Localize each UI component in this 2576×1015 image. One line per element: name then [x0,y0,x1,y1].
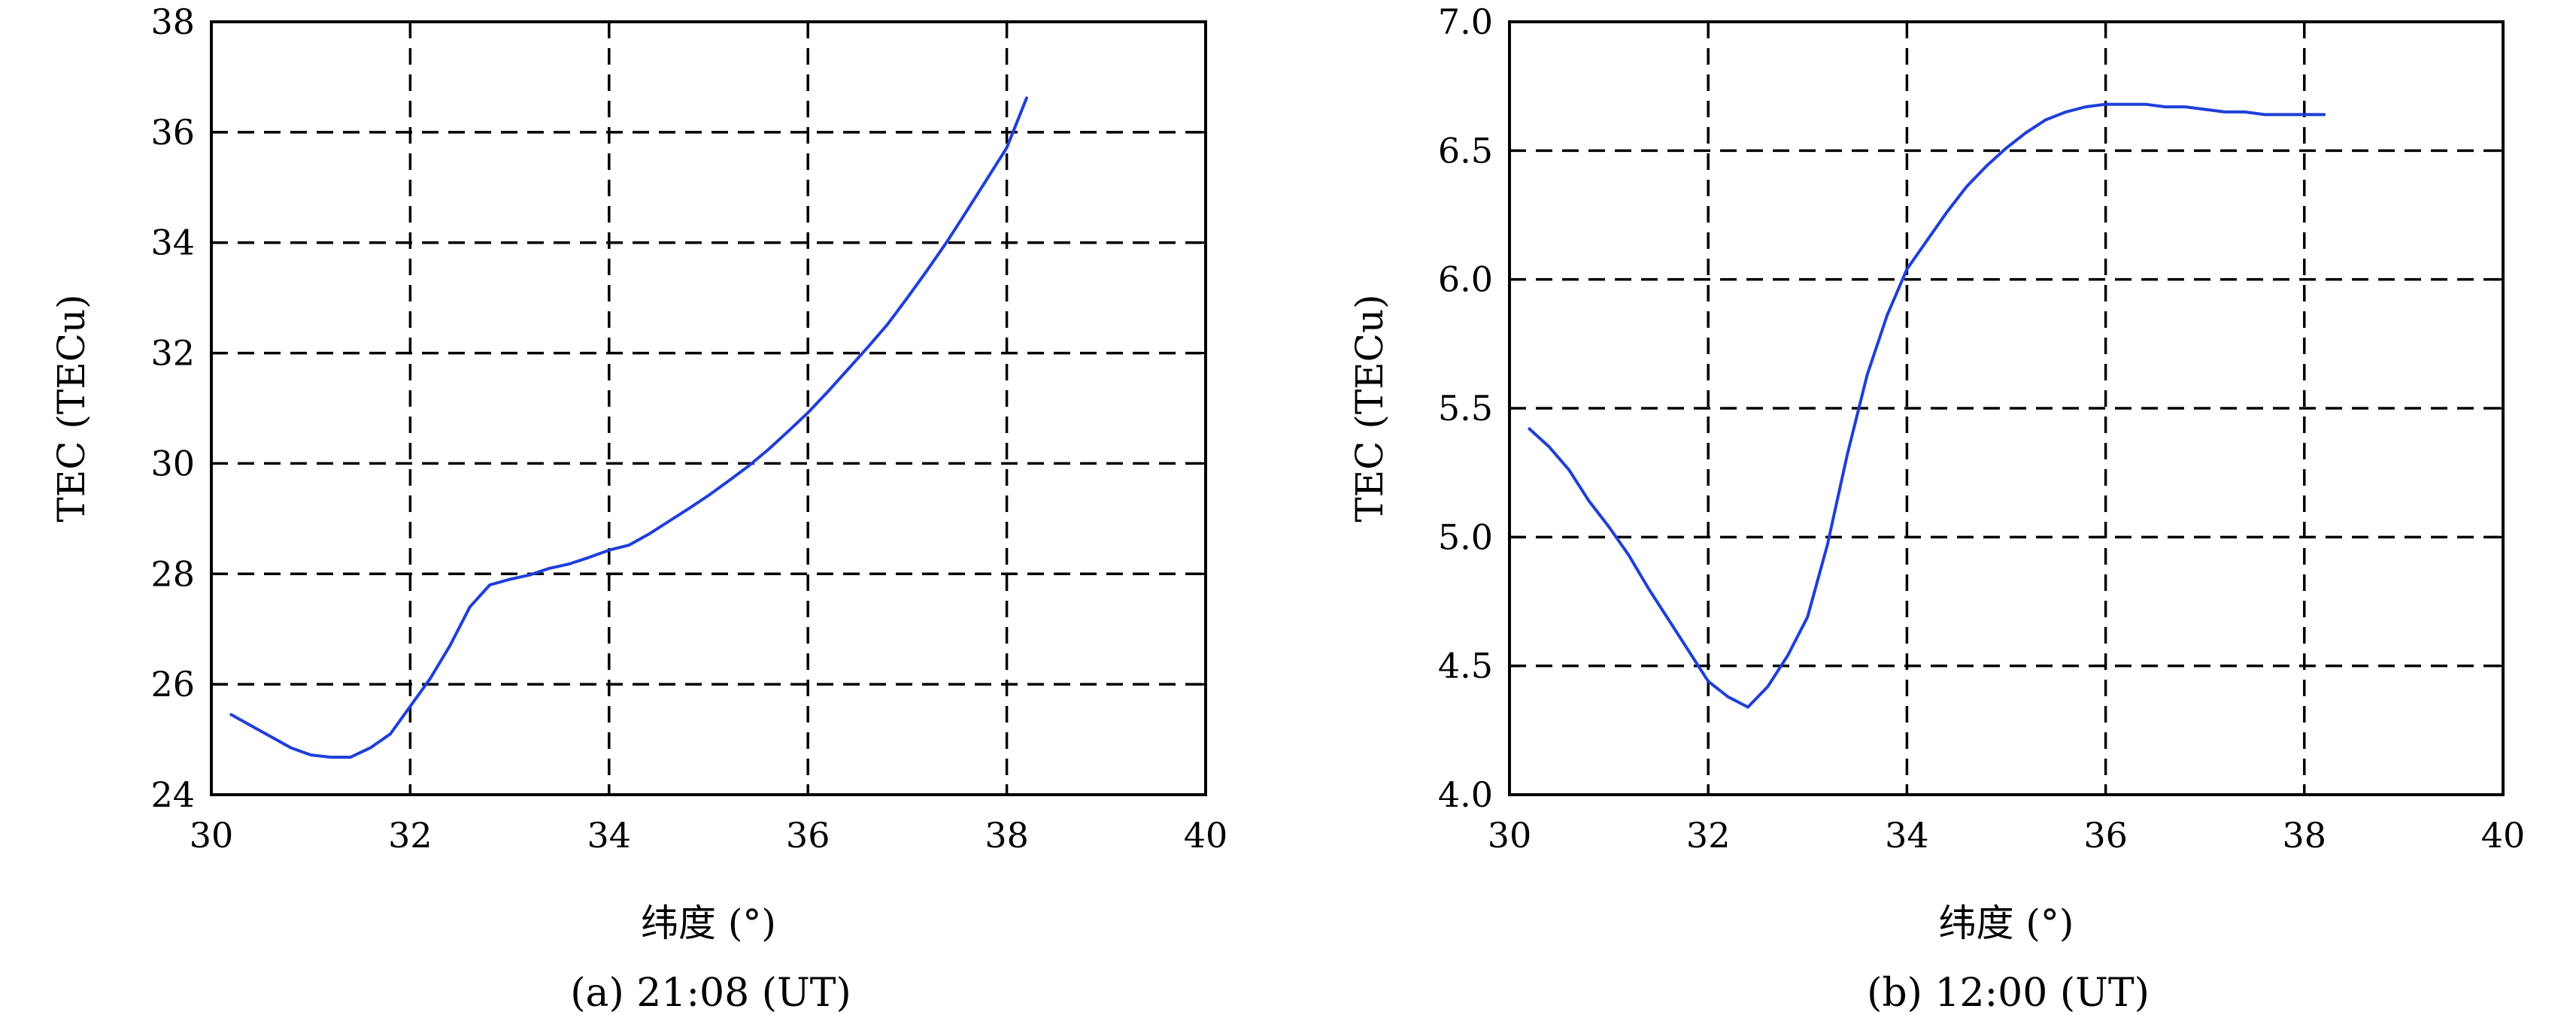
x-tick-label: 34 [1885,815,1929,856]
x-tick-label: 40 [2481,815,2526,856]
y-tick-label: 24 [150,774,195,815]
x-tick-label: 30 [190,815,234,856]
x-tick-label: 36 [786,815,830,856]
y-axis-label: TEC (TECu) [50,294,93,522]
x-tick-label: 30 [1488,815,1532,856]
x-tick-label: 32 [388,815,432,856]
x-axis-label: 纬度 (°) [1939,901,2074,945]
y-tick-label: 7.0 [1438,2,1493,42]
y-tick-label: 34 [150,223,195,263]
x-axis-label: 纬度 (°) [641,901,776,945]
data-series-line [229,96,1028,759]
y-tick-label: 6.5 [1438,130,1493,171]
y-axis-label: TEC (TECu) [1348,294,1391,522]
y-tick-label: 32 [150,333,195,374]
chart-a: 30 32 34 36 38 40 24 26 28 30 32 34 36 38 纬度 (°) TEC (T… [50,2,1227,945]
y-tick-label: 36 [150,112,195,153]
caption-b: (b) 12:00 (UT) [1867,971,2150,1015]
y-tick-label: 30 [150,443,195,483]
y-tick-label: 38 [150,2,195,42]
y-tick-label: 26 [150,664,195,704]
x-tick-label: 38 [2283,815,2327,856]
data-series-line [1528,102,2326,709]
y-tick-label: 6.0 [1438,259,1493,300]
x-tick-label: 34 [587,815,632,856]
x-tick-label: 40 [1184,815,1228,856]
plot-frame [1508,20,2505,796]
y-tick-label: 5.0 [1438,517,1493,557]
caption-a: (a) 21:08 (UT) [570,971,851,1015]
y-tick-label: 4.5 [1438,646,1493,686]
y-tick-label: 4.0 [1438,774,1493,815]
x-tick-label: 32 [1686,815,1731,856]
y-tick-label: 5.5 [1438,388,1493,429]
x-tick-label: 38 [985,815,1029,856]
x-tick-label: 36 [2083,815,2128,856]
chart-b: 30 32 34 36 38 40 4.0 4.5 5.0 5.5 6.0 6.5 7.0 纬度 (°) T… [1348,2,2525,945]
plot-frame [210,20,1207,796]
y-tick-label: 28 [150,553,195,594]
